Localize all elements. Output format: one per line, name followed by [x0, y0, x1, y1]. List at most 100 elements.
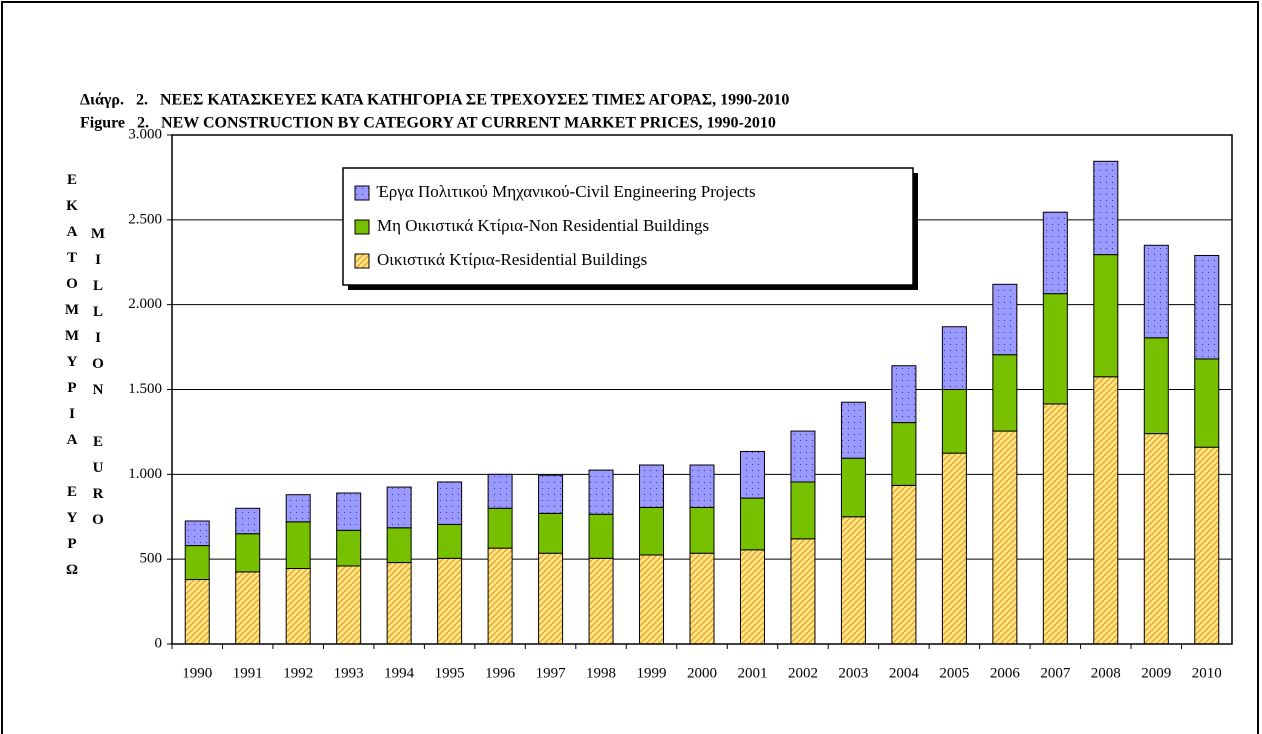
- bar-segment: [639, 554, 665, 645]
- bar-segment: [538, 474, 564, 514]
- y-tick-label: 1.000: [128, 466, 162, 482]
- bar-segment: [184, 579, 210, 645]
- x-tick-label: 1998: [586, 665, 616, 681]
- bar-segment: [336, 529, 362, 567]
- bar-segment: [941, 326, 967, 390]
- bar-segment: [790, 430, 816, 483]
- bar-segment: [184, 545, 210, 581]
- bar-segment: [739, 549, 765, 645]
- bar-segment: [941, 389, 967, 454]
- y-axis-label-2: MILLION EURO: [90, 226, 106, 538]
- x-tick-label: 1992: [283, 665, 313, 681]
- bar-segment: [790, 538, 816, 645]
- x-tick-label: 2010: [1192, 665, 1222, 681]
- bar-segment: [1194, 446, 1220, 645]
- bar-segment: [285, 521, 311, 569]
- bar-segment: [1042, 403, 1068, 645]
- bar-segment: [992, 430, 1018, 645]
- bar-segment: [840, 516, 866, 645]
- bar-segment: [1143, 337, 1169, 435]
- y-tick-label: 3.000: [128, 126, 162, 142]
- x-tick-label: 2009: [1141, 665, 1171, 681]
- bar-segment: [437, 481, 463, 525]
- bar-segment: [235, 533, 261, 573]
- y-tick-label: 2.000: [128, 296, 162, 312]
- bar-segment: [235, 571, 261, 645]
- x-tick-label: 2008: [1091, 665, 1121, 681]
- legend-swatch: [354, 185, 370, 201]
- x-tick-label: 1999: [637, 665, 667, 681]
- bar-segment: [1093, 254, 1119, 378]
- bar-segment: [336, 565, 362, 645]
- x-tick-label: 2002: [788, 665, 818, 681]
- bar-segment: [992, 283, 1018, 356]
- bar-segment: [487, 473, 513, 509]
- bar-segment: [386, 562, 412, 645]
- legend-label: Έργα Πολιτικού Μηχανικού-Civil Engineeri…: [376, 182, 756, 201]
- bar-segment: [336, 492, 362, 531]
- x-tick-label: 1995: [435, 665, 465, 681]
- legend-label: Μη Οικιστικά Κτίρια-Non Residential Buil…: [377, 216, 709, 235]
- x-tick-label: 1997: [536, 665, 567, 681]
- bar-segment: [891, 422, 917, 486]
- bar-segment: [437, 523, 463, 559]
- bar-segment: [437, 557, 463, 645]
- x-tick-label: 2007: [1040, 665, 1071, 681]
- bar-segment: [941, 452, 967, 645]
- y-tick-label: 1.500: [128, 381, 162, 397]
- bar-segment: [1143, 433, 1169, 645]
- bar-segment: [1042, 211, 1068, 295]
- y-tick-label: 500: [140, 551, 163, 567]
- bar-segment: [538, 552, 564, 645]
- legend-swatch: [354, 253, 370, 269]
- bar-segment: [891, 484, 917, 645]
- bar-segment: [538, 512, 564, 554]
- bar-segment: [790, 481, 816, 540]
- bar-segment: [1093, 160, 1119, 256]
- x-tick-label: 2004: [889, 665, 920, 681]
- bar-segment: [689, 464, 715, 508]
- y-tick-label: 0: [155, 635, 163, 651]
- y-tick-label: 2.500: [128, 211, 162, 227]
- bar-segment: [487, 507, 513, 549]
- bar-segment: [840, 457, 866, 518]
- x-tick-label: 1994: [384, 665, 415, 681]
- plot-border: [171, 134, 1233, 645]
- bar-segment: [285, 567, 311, 645]
- bar-segment: [639, 506, 665, 556]
- bar-segment: [386, 527, 412, 564]
- y-axis-label: ΕΚΑΤΟΜΜΥΡΙΑ ΕΥΡΩ: [64, 172, 80, 588]
- legend-label: Οικιστικά Κτίρια-Residential Buildings: [377, 250, 647, 269]
- bar-segment: [1042, 293, 1068, 405]
- bar-segment: [1194, 254, 1220, 360]
- bar-segment: [588, 513, 614, 559]
- x-tick-label: 1996: [485, 665, 516, 681]
- bar-segment: [739, 497, 765, 551]
- bar-segment: [386, 486, 412, 529]
- bar-segment: [891, 365, 917, 424]
- x-tick-label: 1990: [182, 665, 212, 681]
- bar-segment: [588, 557, 614, 645]
- legend: [342, 167, 914, 286]
- x-tick-label: 2006: [990, 665, 1021, 681]
- x-tick-label: 2005: [939, 665, 969, 681]
- bar-segment: [739, 450, 765, 499]
- bar-segment: [840, 401, 866, 459]
- x-tick-label: 2000: [687, 665, 717, 681]
- bar-segment: [689, 506, 715, 554]
- bar-segment: [235, 507, 261, 535]
- bar-segment: [285, 494, 311, 523]
- x-tick-label: 1991: [233, 665, 263, 681]
- bar-segment: [639, 464, 665, 508]
- bar-segment: [1194, 358, 1220, 448]
- chart-title: Διάγρ. 2. ΝΕΕΣ ΚΑΤΑΣΚΕΥΕΣ ΚΑΤΑ ΚΑΤΗΓΟΡΙΑ…: [80, 92, 789, 109]
- bar-segment: [992, 354, 1018, 432]
- bar-segment: [588, 469, 614, 515]
- x-tick-label: 2001: [737, 665, 767, 681]
- legend-swatch: [354, 219, 370, 235]
- x-tick-label: 2003: [838, 665, 868, 681]
- bar-segment: [689, 552, 715, 645]
